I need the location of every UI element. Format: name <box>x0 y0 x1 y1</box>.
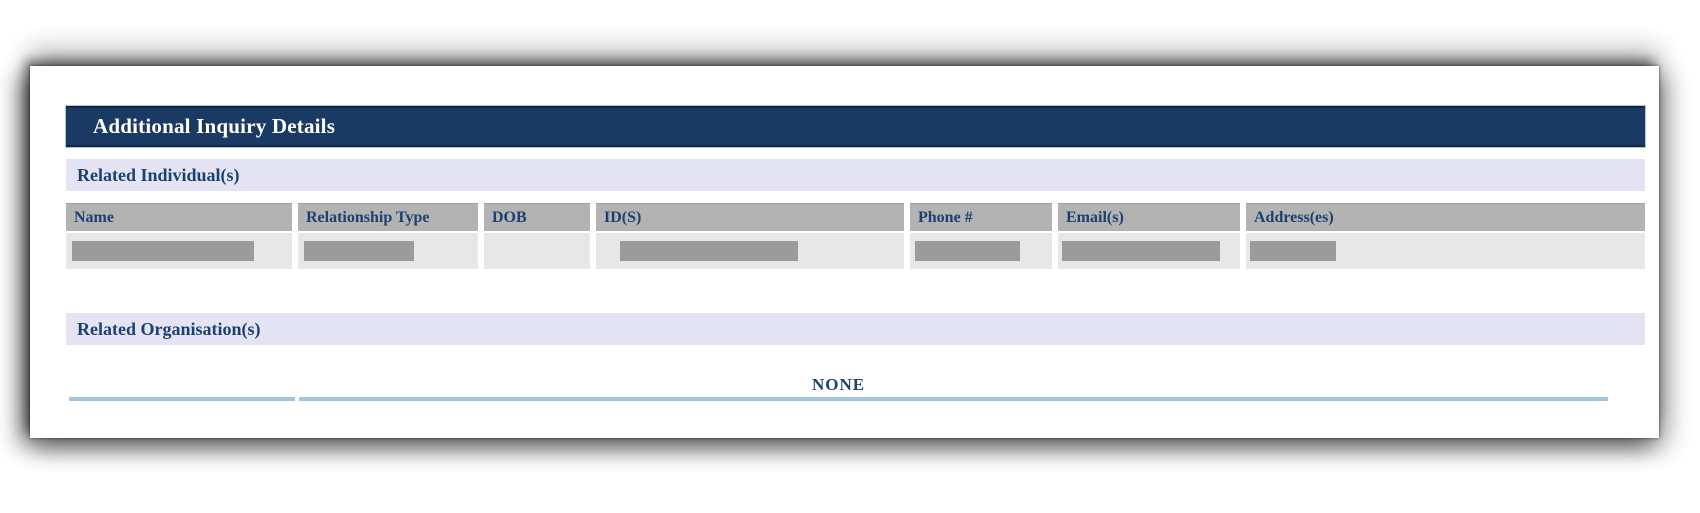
cell-dob <box>484 233 590 269</box>
cell-relationship <box>298 233 478 269</box>
related-organisations-heading: Related Organisation(s) <box>77 318 261 339</box>
column-header-relationship: Relationship Type <box>298 203 478 231</box>
redacted-phone-value <box>915 241 1020 261</box>
column-header-email: Email(s) <box>1058 203 1240 231</box>
redacted-address-value <box>1250 241 1336 261</box>
report-page: Additional Inquiry Details Related Indiv… <box>30 66 1659 438</box>
redacted-name-value <box>72 241 254 261</box>
organisations-table-rule <box>69 397 1608 401</box>
cell-phone <box>910 233 1052 269</box>
column-header-ids: ID(S) <box>596 203 904 231</box>
table-rule-segment-left <box>69 397 295 401</box>
redacted-email-value <box>1062 241 1220 261</box>
column-header-dob: DOB <box>484 203 590 231</box>
related-organisations-table: NONE <box>69 376 1608 401</box>
related-individuals-section-header: Related Individual(s) <box>66 159 1645 191</box>
organisations-none-value: NONE <box>811 375 866 394</box>
cell-ids <box>596 233 904 269</box>
table-row <box>66 233 1645 269</box>
cell-name <box>66 233 292 269</box>
redacted-ids-value <box>620 241 798 261</box>
page-title: Additional Inquiry Details <box>93 114 336 138</box>
redacted-relationship-value <box>304 241 414 261</box>
table-rule-segment-right <box>299 397 1608 401</box>
related-individuals-heading: Related Individual(s) <box>77 164 240 185</box>
report-content: Additional Inquiry Details Related Indiv… <box>65 105 1646 401</box>
table-header-row: Name Relationship Type DOB ID(S) Phone #… <box>66 203 1645 231</box>
column-header-phone: Phone # <box>910 203 1052 231</box>
related-individuals-table: Name Relationship Type DOB ID(S) Phone #… <box>66 203 1645 269</box>
column-header-address: Address(es) <box>1246 203 1645 231</box>
cell-address <box>1246 233 1645 269</box>
title-bar: Additional Inquiry Details <box>65 105 1646 148</box>
cell-email <box>1058 233 1240 269</box>
related-organisations-section-header: Related Organisation(s) <box>66 313 1645 345</box>
column-header-name: Name <box>66 203 292 231</box>
